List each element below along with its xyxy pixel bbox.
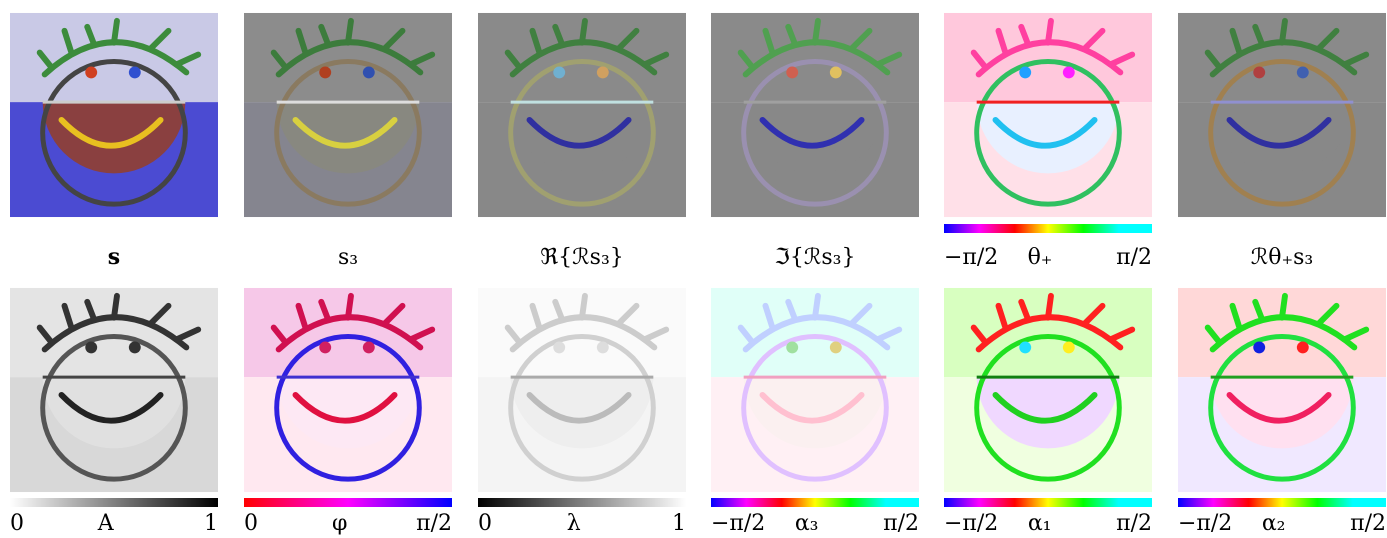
image: [478, 12, 686, 218]
colorbar: [244, 498, 452, 507]
colorbar-symbol: φ: [332, 511, 347, 536]
colorbar-max: 1: [672, 511, 686, 536]
colorbar-max: π/2: [883, 511, 919, 536]
colorbar-max: π/2: [1350, 511, 1386, 536]
colorbar-symbol: λ: [567, 511, 581, 536]
image: [1178, 12, 1386, 218]
colorbar-max: π/2: [1116, 511, 1152, 536]
colorbar-symbol: α₂: [1262, 511, 1286, 536]
image: [711, 287, 919, 493]
caption: ℜ{ℛs₃}: [540, 245, 624, 270]
colorbar-labels: 0 A 1 0 φ π/2 0 λ 1 −π/2 α₃ π/2 −π/2 α₁ π/2 −π/2 α₂ π/2: [10, 511, 1386, 536]
image: [944, 287, 1152, 493]
colorbar: [1178, 498, 1386, 507]
image: [711, 12, 919, 218]
colorbar: [711, 498, 919, 507]
colorbar-symbol: θ₊: [1028, 245, 1053, 270]
colorbar-min: −π/2: [711, 511, 765, 536]
colorbar-symbol: α₃: [795, 511, 819, 536]
colorbar-min: 0: [478, 511, 492, 536]
colorbar-min: −π/2: [944, 245, 998, 270]
colorbar: [10, 498, 218, 507]
image: [478, 287, 686, 493]
colorbar-min: −π/2: [1178, 511, 1232, 536]
image: [1178, 287, 1386, 493]
colorbar-symbol: A: [97, 511, 115, 536]
colorbar-min: 0: [10, 511, 24, 536]
colorbar: [944, 498, 1152, 507]
caption: ℛθ₊s₃: [1251, 245, 1314, 270]
colorbar: [478, 498, 686, 507]
caption: ℑ{ℛs₃}: [775, 245, 856, 270]
image: [244, 12, 452, 218]
colorbar-max: π/2: [416, 511, 452, 536]
colorbar-min: −π/2: [944, 511, 998, 536]
image: [944, 12, 1152, 218]
colorbar-min: 0: [244, 511, 258, 536]
colorbar: [944, 224, 1152, 233]
image: [10, 287, 218, 493]
colorbar-symbol: α₁: [1028, 511, 1052, 536]
caption: s₃: [338, 245, 358, 270]
image: [10, 12, 218, 218]
colorbar-max: 1: [204, 511, 218, 536]
image: [244, 287, 452, 493]
caption: s: [108, 244, 120, 270]
colorbar-max: π/2: [1116, 245, 1152, 270]
